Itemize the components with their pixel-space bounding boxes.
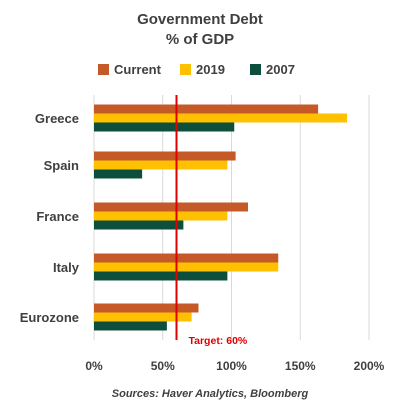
bar-greece-2007 <box>94 122 235 132</box>
bar-eurozone-current <box>94 303 199 313</box>
legend-swatch-current <box>98 64 109 75</box>
legend-swatch-2019 <box>180 64 191 75</box>
x-axis-tick-labels: 0% 50% 100% 150% 200% <box>85 359 384 373</box>
category-labels: Greece Spain France Italy Eurozone <box>20 111 80 325</box>
bar-spain-2007 <box>94 169 143 179</box>
bar-eurozone-2007 <box>94 321 167 331</box>
target-line-group: Target: 60% <box>175 95 248 347</box>
legend-swatch-2007 <box>250 64 261 75</box>
bar-italy-current <box>94 253 279 263</box>
gridlines <box>93 95 370 340</box>
x-tick-label: 100% <box>216 359 247 373</box>
target-label: Target: 60% <box>189 335 248 347</box>
bar-france-current <box>94 202 248 212</box>
bar-spain-2019 <box>94 160 228 170</box>
source-note: Sources: Haver Analytics, Bloomberg <box>112 388 309 400</box>
category-label-france: France <box>36 209 79 224</box>
bar-italy-2019 <box>94 262 279 272</box>
category-label-italy: Italy <box>53 260 80 275</box>
chart-title-line-2: % of GDP <box>166 31 234 48</box>
x-tick-label: 0% <box>85 359 103 373</box>
bar-spain-current <box>94 151 236 161</box>
chart-legend: Current 2019 2007 <box>98 62 295 77</box>
x-tick-label: 50% <box>151 359 175 373</box>
category-label-eurozone: Eurozone <box>20 310 79 325</box>
category-label-greece: Greece <box>35 111 79 126</box>
category-label-spain: Spain <box>44 158 79 173</box>
x-tick-label: 150% <box>285 359 316 373</box>
bar-greece-current <box>94 104 319 114</box>
bar-eurozone-2019 <box>94 312 192 322</box>
bar-france-2007 <box>94 220 184 230</box>
x-tick-label: 200% <box>354 359 385 373</box>
bar-series <box>94 104 347 331</box>
bar-italy-2007 <box>94 271 228 281</box>
bar-france-2019 <box>94 211 228 221</box>
legend-label-2007: 2007 <box>266 62 295 77</box>
legend-label-current: Current <box>114 62 162 77</box>
legend-label-2019: 2019 <box>196 62 225 77</box>
chart-title-line-1: Government Debt <box>137 11 263 28</box>
bar-greece-2019 <box>94 113 347 123</box>
